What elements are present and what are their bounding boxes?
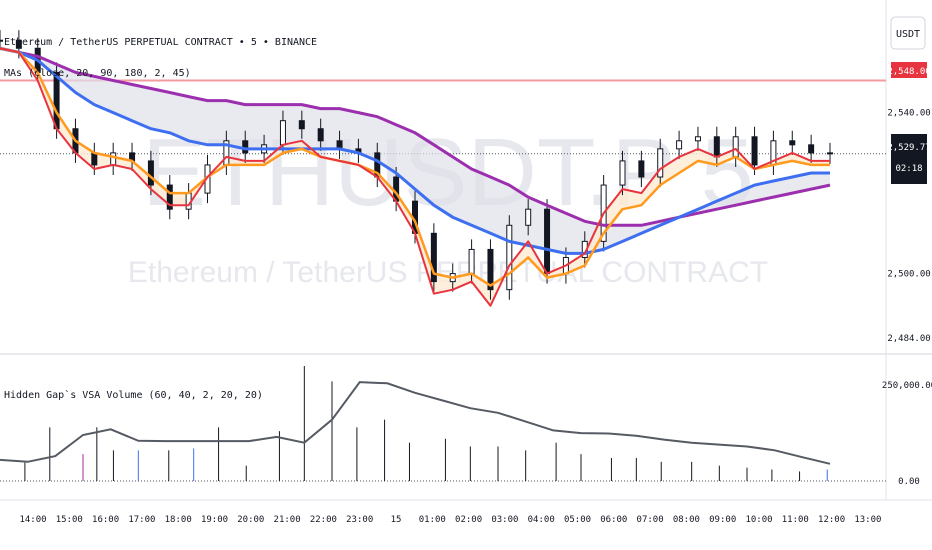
candle-body	[15, 39, 22, 49]
ma-band-fill	[0, 48, 830, 306]
ma-line-ma-slow	[0, 46, 830, 255]
candle-body	[751, 136, 758, 166]
time-tick-label: 10:00	[745, 515, 772, 525]
resistance-badge-text: 2,548.00	[887, 67, 930, 77]
price-axis[interactable]: 2,540.00 2,500.00 2,484.00	[887, 109, 930, 344]
symbol-legend[interactable]: Ethereum / TetherUS PERPETUAL CONTRACT •…	[4, 37, 317, 48]
candle-body	[242, 140, 249, 154]
ma-line-ma-mid	[0, 47, 830, 287]
volume-ma-line	[0, 381, 831, 465]
time-tick-label: 01:00	[419, 515, 446, 525]
candle-body	[525, 208, 532, 226]
volume-indicator-legend[interactable]: Hidden Gap`s VSA Volume (60, 40, 2, 20, …	[4, 389, 263, 401]
candle-body	[638, 160, 645, 178]
time-tick-label: 14:00	[19, 515, 46, 525]
candle-body	[713, 136, 720, 158]
currency-button[interactable]	[890, 16, 926, 50]
time-tick-label: 13:00	[854, 515, 881, 525]
time-tick-label: 08:00	[673, 515, 700, 525]
time-tick-label: 05:00	[564, 515, 591, 525]
time-tick-label: 19:00	[201, 515, 228, 525]
time-tick-label: 15	[391, 515, 402, 525]
price-tick-label: 2,500.00	[887, 270, 930, 280]
time-tick-label: 04:00	[528, 515, 555, 525]
time-tick-label: 06:00	[600, 515, 627, 525]
time-tick-label: 20:00	[237, 515, 264, 525]
time-tick-label: 09:00	[709, 515, 736, 525]
candle-body	[694, 136, 701, 142]
currency-button-label[interactable]: USDT	[896, 29, 920, 40]
time-tick-label: 15:00	[56, 515, 83, 525]
time-axis[interactable]: 14:00 15:00 16:00 17:00 18:00 19:00 20:00 21:00…	[19, 515, 881, 525]
candle-body	[619, 160, 626, 186]
volume-tick-label: 250,000.00	[882, 381, 932, 391]
candle-body	[53, 71, 60, 130]
time-tick-label: 18:00	[165, 515, 192, 525]
indicator-legend[interactable]: MAs (close, 20, 90, 180, 2, 45)	[4, 68, 191, 79]
price-tick-label: 2,540.00	[887, 109, 930, 119]
time-tick-label: 02:00	[455, 515, 482, 525]
time-tick-label: 12:00	[818, 515, 845, 525]
candle-body	[808, 144, 815, 154]
time-tick-label: 21:00	[274, 515, 301, 525]
volume-series-layer	[0, 366, 886, 482]
candle-body	[789, 140, 796, 146]
candle-body	[0, 39, 3, 42]
candle-body	[468, 248, 475, 275]
candle-body	[317, 128, 324, 142]
candle-body	[544, 208, 551, 275]
candle-body	[147, 160, 154, 186]
candle-body	[279, 120, 286, 146]
ma-cloud	[0, 48, 830, 254]
time-tick-label: 22:00	[310, 515, 337, 525]
time-tick-label: 07:00	[637, 515, 664, 525]
time-tick-label: 11:00	[782, 515, 809, 525]
ma-line-ma-fast	[0, 47, 830, 307]
candle-body	[506, 224, 513, 291]
volume-axis[interactable]: 250,000.00 0.00	[882, 381, 932, 487]
candle-body	[676, 140, 683, 150]
candle-body	[110, 152, 117, 166]
candle-body	[430, 232, 437, 283]
candle-body	[827, 152, 833, 155]
price-tick-label: 2,484.00	[887, 334, 930, 344]
time-tick-label: 16:00	[92, 515, 119, 525]
time-tick-label: 23:00	[346, 515, 373, 525]
candle-body	[487, 248, 494, 291]
bar-countdown-text: 02:18	[895, 164, 922, 174]
candle-body	[166, 184, 173, 210]
volume-tick-label: 0.00	[898, 477, 920, 487]
last-price-text: 2,529.77	[887, 143, 930, 153]
time-tick-label: 17:00	[128, 515, 155, 525]
ma-line-ma-long	[0, 46, 831, 227]
time-tick-label: 03:00	[491, 515, 518, 525]
last-price-badge	[891, 134, 927, 184]
resistance-badge	[891, 62, 927, 78]
candle-body	[91, 152, 98, 166]
candle-body	[657, 148, 664, 178]
price-series-layer	[0, 30, 886, 307]
candle-body	[732, 136, 739, 158]
candle-body	[298, 120, 305, 130]
